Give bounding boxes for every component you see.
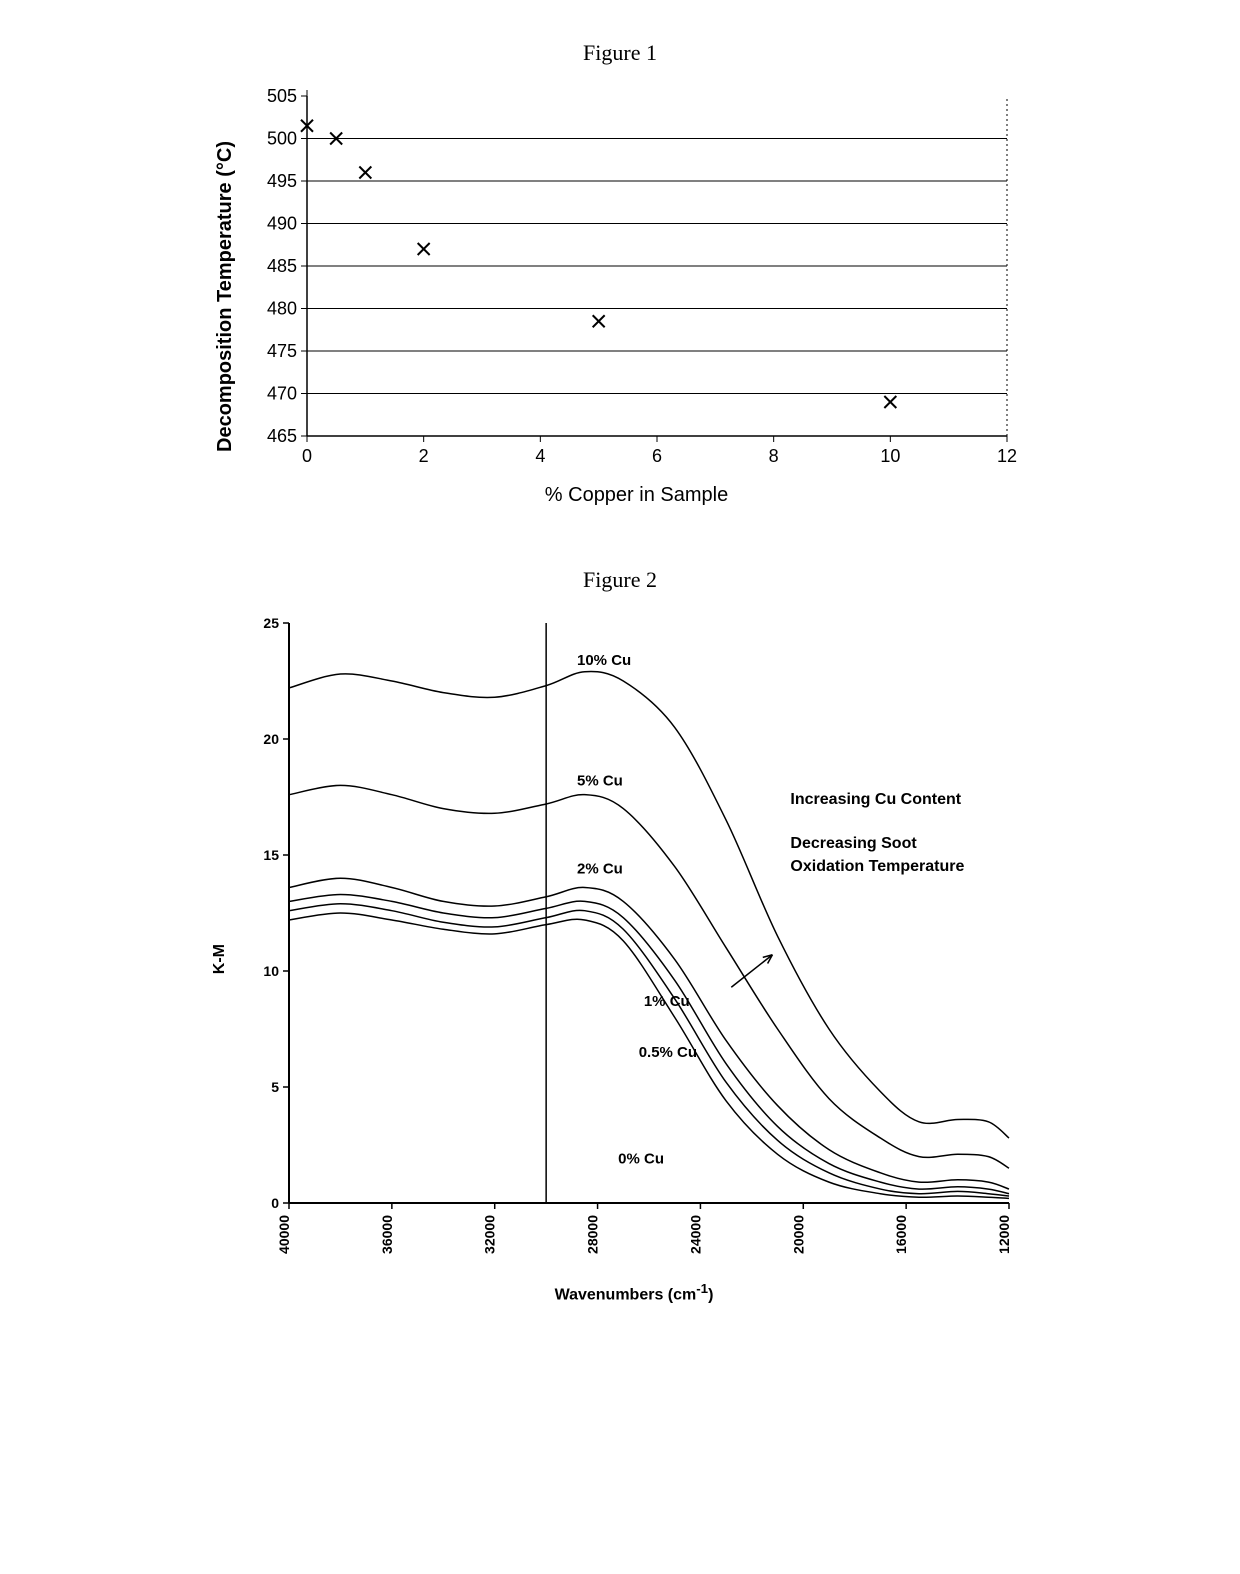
figure2-series-label: 10% Cu: [577, 652, 631, 669]
figure1-ytick-label: 470: [266, 384, 296, 404]
figure2-xtick-label: 20000: [790, 1215, 806, 1254]
figure2-annotation-text: Decreasing Soot: [790, 835, 917, 852]
figure2-ytick-label: 0: [271, 1195, 279, 1211]
figure2-series-line: [289, 671, 1009, 1138]
figure1-xtick-label: 4: [535, 446, 545, 466]
figure2-annotation-text: Oxidation Temperature: [790, 858, 964, 875]
figure1-ytick-label: 490: [266, 214, 296, 234]
figure1-title: Figure 1: [20, 40, 1220, 66]
figure1-xtick-label: 12: [996, 446, 1016, 466]
figure1-xtick-label: 8: [768, 446, 778, 466]
figure1-ylabel: Decomposition Temperature (°C): [214, 141, 237, 452]
figure2-annotation-text: Increasing Cu Content: [790, 791, 961, 808]
figure1-plot-area: 465 470 475 480 485 490 495 500 505 0 2 4 6 8 10 12 % C…: [247, 86, 1027, 507]
figure2-svg: 0 5 10 15 20 25 40000 36000 32000 28000 24000 20000…: [239, 613, 1029, 1273]
figure2-series-label: 0.5% Cu: [639, 1044, 697, 1061]
figure2-title: Figure 2: [20, 567, 1220, 593]
figure1-ytick-label: 495: [266, 171, 296, 191]
figure1-xtick-label: 0: [301, 446, 311, 466]
figure2-series-label: 5% Cu: [577, 772, 623, 789]
figure2-xtick-label: 40000: [276, 1215, 292, 1254]
figure1-xtick-label: 6: [651, 446, 661, 466]
figure2-xtick-label: 32000: [482, 1215, 498, 1254]
figure1-ytick-label: 485: [266, 256, 296, 276]
figure1-data-point: [417, 243, 429, 255]
figure2-series-label: 1% Cu: [644, 993, 690, 1010]
figure1-xlabel: % Copper in Sample: [247, 484, 1027, 507]
figure1-ytick-label: 500: [266, 129, 296, 149]
figure2-xlabel: Wavenumbers (cm-1): [239, 1281, 1029, 1304]
figure1-ytick-label: 505: [266, 86, 296, 106]
figure1-data-point: [359, 167, 371, 179]
figure1-svg: 465 470 475 480 485 490 495 500 505 0 2 4 6 8 10 12: [247, 86, 1027, 476]
figure1-data-point: [884, 396, 896, 408]
figure1-xtick-label: 2: [418, 446, 428, 466]
figure1-container: Decomposition Temperature (°C) 465 470 475…: [20, 86, 1220, 507]
figure2-plot-area: 0 5 10 15 20 25 40000 36000 32000 28000 24000 20000…: [239, 613, 1029, 1304]
figure2-xtick-label: 36000: [379, 1215, 395, 1254]
figure2-xtick-label: 24000: [687, 1215, 703, 1254]
figure1-data-point: [592, 315, 604, 327]
figure2-xtick-label: 16000: [893, 1215, 909, 1254]
figure2-ytick-label: 10: [263, 963, 279, 979]
figure1-ytick-label: 475: [266, 341, 296, 361]
figure2-series-label: 0% Cu: [618, 1151, 664, 1168]
figure1-ytick-label: 465: [266, 426, 296, 446]
figure2-xtick-label: 28000: [585, 1215, 601, 1254]
figure2-series-line: [289, 878, 1009, 1189]
figure2-series-label: 2% Cu: [577, 861, 623, 878]
figure2-ytick-label: 25: [263, 615, 279, 631]
figure2-arrow: [731, 955, 772, 987]
figure2-xtick-label: 12000: [996, 1215, 1012, 1254]
figure2-ytick-label: 20: [263, 731, 279, 747]
figure2-ylabel: K-M: [211, 944, 229, 974]
figure2-ytick-label: 15: [263, 847, 279, 863]
figure1-ytick-label: 480: [266, 299, 296, 319]
figure2-ytick-label: 5: [271, 1079, 279, 1095]
figure2-container: K-M 0 5 10 15 20 25 40000 36000 32000 28000 24000 2…: [20, 613, 1220, 1304]
figure1-xtick-label: 10: [880, 446, 900, 466]
